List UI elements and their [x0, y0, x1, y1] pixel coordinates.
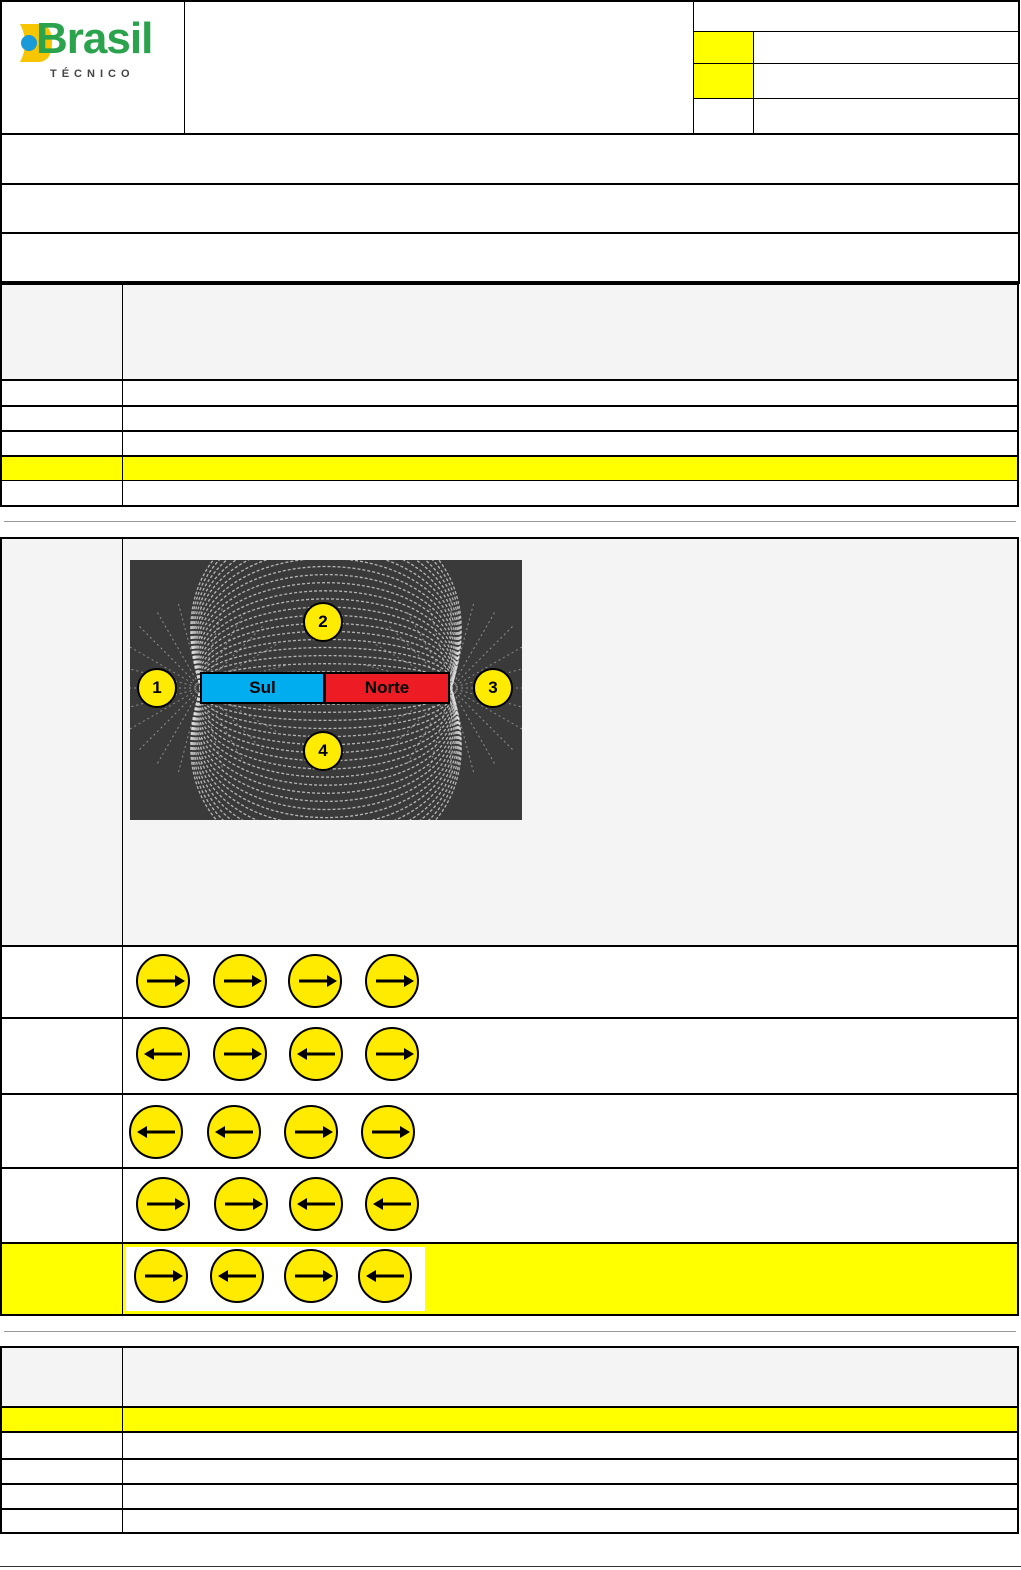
field-line: [197, 687, 455, 770]
question-3-highlighted-row: [0, 1408, 1019, 1432]
header-highlight-cell: [694, 32, 753, 98]
point-marker-3: 3: [473, 668, 513, 708]
question-1-table: [0, 283, 1019, 507]
magnet-south-pole: Sul: [200, 672, 325, 704]
arrow-right-icon: [214, 1177, 268, 1231]
field-line: [191, 687, 461, 820]
field-line: [192, 560, 460, 689]
field-line: [450, 646, 522, 689]
magnet-north-pole: Norte: [324, 672, 450, 704]
field-line: [195, 573, 457, 689]
field-line: [450, 624, 515, 689]
field-line: [194, 560, 458, 689]
field-line: [196, 582, 456, 689]
logo-brand-text: Brasil: [36, 14, 153, 63]
field-line: [192, 687, 460, 820]
arrow-left-icon: [129, 1105, 183, 1159]
field-line: [450, 687, 515, 752]
field-line: [200, 600, 225, 689]
north-label: Norte: [364, 678, 410, 697]
field-line: [197, 606, 455, 689]
arrow-left-icon: [365, 1177, 419, 1231]
arrow-left-icon: [289, 1177, 343, 1231]
field-line: [192, 560, 460, 689]
field-line: [450, 687, 475, 776]
field-line: [191, 687, 461, 820]
field-line: [130, 646, 202, 689]
arrow-left-icon: [136, 1027, 190, 1081]
field-line: [199, 638, 453, 689]
field-line: [192, 687, 460, 820]
arrow-right-icon: [284, 1105, 338, 1159]
south-label: Sul: [249, 678, 276, 697]
arrow-left-icon: [210, 1249, 264, 1303]
point-marker-1: 1: [137, 668, 177, 708]
arrow-right-icon: [365, 1027, 419, 1081]
field-line: [137, 624, 202, 689]
brasil-tecnico-logo: Brasil TÉCNICO: [16, 14, 171, 84]
field-line: [196, 687, 456, 794]
logo-emblem-icon: [20, 24, 52, 62]
arrow-right-icon: [361, 1105, 415, 1159]
arrow-right-icon: [213, 954, 267, 1008]
field-line: [191, 560, 461, 689]
field-line: [137, 687, 202, 752]
arrow-left-icon: [207, 1105, 261, 1159]
field-line: [194, 687, 458, 810]
point-marker-2: 2: [303, 602, 343, 642]
arrow-right-icon: [213, 1027, 267, 1081]
field-line: [450, 687, 522, 730]
question-3-table: [0, 1346, 1019, 1534]
field-line: [199, 687, 453, 730]
point-marker-4: 4: [303, 731, 343, 771]
field-line: [197, 687, 455, 778]
field-line: [450, 600, 475, 689]
field-line: [197, 598, 455, 689]
question-1-highlighted-row: [2, 457, 1017, 481]
arrow-left-icon: [358, 1249, 412, 1303]
logo-subtitle-text: TÉCNICO: [50, 68, 135, 80]
field-line: [177, 600, 202, 689]
arrow-right-icon: [284, 1249, 338, 1303]
field-line: [196, 590, 456, 689]
field-line: [194, 566, 458, 689]
question-2-table: [0, 537, 1019, 1316]
field-line: [199, 646, 453, 689]
arrow-right-icon: [288, 954, 342, 1008]
field-line: [194, 687, 458, 819]
field-line: [196, 687, 456, 786]
field-line: [195, 687, 457, 803]
arrow-right-icon: [136, 1177, 190, 1231]
arrow-right-icon: [134, 1249, 188, 1303]
field-line: [427, 600, 452, 689]
field-line: [199, 687, 453, 738]
arrow-right-icon: [365, 954, 419, 1008]
arrow-left-icon: [289, 1027, 343, 1081]
arrow-right-icon: [136, 954, 190, 1008]
field-line: [191, 560, 461, 689]
field-line: [130, 687, 202, 730]
